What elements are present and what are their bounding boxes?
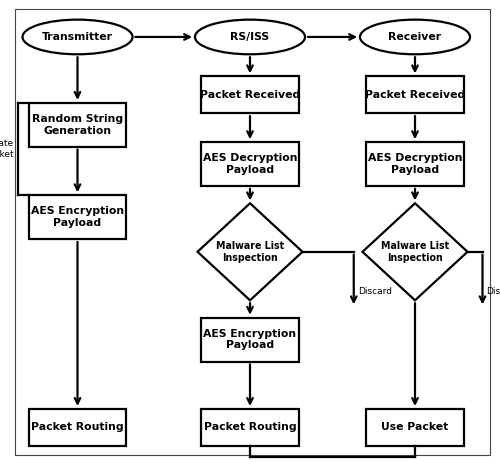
Text: Packet Routing: Packet Routing xyxy=(204,422,296,432)
Text: Malware List
Inspection: Malware List Inspection xyxy=(216,241,284,262)
Polygon shape xyxy=(362,203,468,300)
Text: Create
Packet: Create Packet xyxy=(0,140,14,158)
FancyBboxPatch shape xyxy=(201,142,298,186)
Text: Packet Received: Packet Received xyxy=(200,90,300,100)
Text: Discard: Discard xyxy=(358,286,392,296)
Text: Transmitter: Transmitter xyxy=(42,32,113,42)
FancyBboxPatch shape xyxy=(201,409,298,446)
Text: Packet Routing: Packet Routing xyxy=(31,422,124,432)
Polygon shape xyxy=(198,203,302,300)
FancyBboxPatch shape xyxy=(201,318,298,361)
Ellipse shape xyxy=(22,19,132,54)
Text: AES Decryption
Payload: AES Decryption Payload xyxy=(368,153,462,175)
FancyBboxPatch shape xyxy=(28,409,126,446)
FancyBboxPatch shape xyxy=(201,76,298,113)
Text: AES Encryption
Payload: AES Encryption Payload xyxy=(31,207,124,228)
Text: AES Encryption
Payload: AES Encryption Payload xyxy=(204,329,296,350)
FancyBboxPatch shape xyxy=(28,195,126,239)
Text: Malware List
Inspection: Malware List Inspection xyxy=(381,241,449,262)
FancyBboxPatch shape xyxy=(366,142,464,186)
Text: Random String
Generation: Random String Generation xyxy=(32,114,123,135)
Text: Discard: Discard xyxy=(486,286,500,296)
Text: Packet Received: Packet Received xyxy=(365,90,465,100)
Ellipse shape xyxy=(195,19,305,54)
Ellipse shape xyxy=(360,19,470,54)
Text: Receiver: Receiver xyxy=(388,32,442,42)
FancyBboxPatch shape xyxy=(28,103,126,147)
FancyBboxPatch shape xyxy=(366,76,464,113)
FancyBboxPatch shape xyxy=(366,409,464,446)
Text: RS/ISS: RS/ISS xyxy=(230,32,270,42)
Text: AES Decryption
Payload: AES Decryption Payload xyxy=(203,153,297,175)
Text: Use Packet: Use Packet xyxy=(382,422,448,432)
